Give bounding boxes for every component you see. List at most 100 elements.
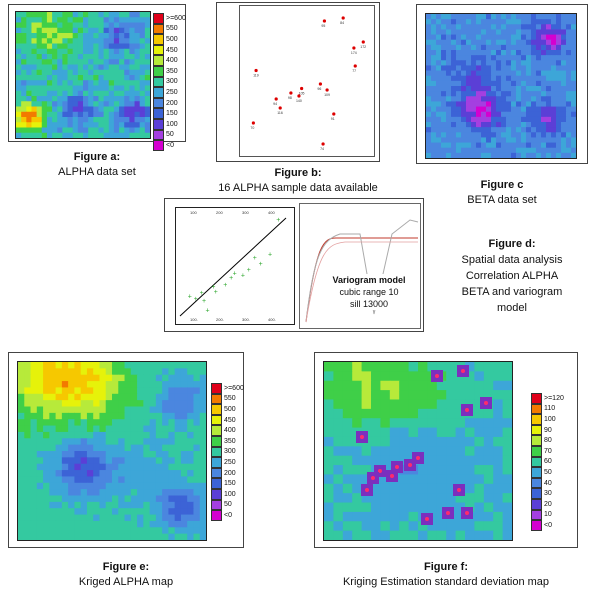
map-cell [491,65,497,72]
map-cell [18,444,25,452]
map-cell [446,137,452,144]
map-cell [493,399,504,410]
map-cell [502,530,512,540]
map-cell [98,96,105,102]
map-cell [556,116,562,123]
map-cell [36,438,44,446]
map-cell [46,122,53,128]
map-cell [541,60,547,66]
figure-e-map [17,361,207,541]
map-cell [180,431,188,439]
map-cell [108,69,115,76]
map-cell [418,408,428,419]
map-cell [129,96,136,102]
map-cell [431,75,437,82]
map-cell [72,48,79,55]
map-cell [561,101,567,108]
map-cell [99,533,107,540]
map-cell [431,132,437,138]
map-cell [456,55,462,61]
map-cell [361,408,372,419]
map-cell [124,96,130,102]
map-cell [521,70,527,77]
map-cell [180,489,188,496]
map-cell [74,393,82,401]
map-cell [521,106,527,113]
map-cell [551,152,557,158]
map-cell [471,127,477,133]
map-cell [516,86,522,92]
map-cell [481,50,487,56]
map-cell [93,444,100,452]
map-cell [168,419,176,427]
map-cell [531,111,537,118]
map-cell [93,22,99,29]
map-cell [68,444,75,452]
map-cell [471,91,477,97]
map-cell [399,436,410,447]
map-cell [174,425,182,433]
map-cell [86,457,94,465]
map-cell [541,50,547,56]
map-cell [24,362,32,369]
map-cell [436,455,447,466]
map-cell [105,457,113,465]
map-cell [474,436,485,447]
map-cell [502,483,512,494]
map-cell [112,508,119,516]
map-cell [74,425,82,433]
map-cell [124,451,132,458]
map-cell [536,152,542,158]
map-cell [556,101,562,108]
map-cell [521,147,527,154]
map-cell [155,476,163,484]
map-cell [431,96,437,102]
map-cell [446,55,452,61]
map-cell [546,29,552,36]
map-cell [426,137,432,144]
map-cell [456,147,462,154]
figure-c-map [425,13,577,159]
map-cell [30,393,38,401]
map-cell [86,489,94,496]
map-cell [187,482,194,490]
map-cell [436,127,442,133]
map-cell [43,444,50,452]
map-cell [67,22,74,29]
map-cell [399,530,410,540]
map-cell [436,116,442,123]
map-cell [68,476,75,484]
map-cell [561,116,567,123]
map-cell [41,117,48,123]
map-cell [103,27,110,34]
legend-label: <0 [224,511,232,519]
map-cell [426,60,432,66]
map-cell [139,101,146,107]
kriged-legend-row: 250 [211,457,244,468]
map-cell [86,508,94,516]
map-cell [174,387,182,395]
map-cell [566,132,572,138]
map-cell [98,12,105,18]
map-cell [124,387,132,395]
map-cell [112,470,119,477]
map-cell [491,50,497,56]
map-cell [61,501,69,509]
map-cell [199,463,206,471]
map-cell [31,117,38,123]
map-cell [112,374,119,382]
map-cell [103,127,110,134]
map-cell [371,483,381,494]
map-cell [41,96,48,102]
map-cell [62,69,69,76]
map-cell [199,482,206,490]
map-cell [546,96,552,102]
map-cell [49,419,57,427]
map-cell [571,127,576,133]
map-cell [361,511,372,522]
map-cell [324,399,334,410]
map-cell [556,147,562,154]
map-cell [99,457,107,465]
map-cell [511,127,517,133]
map-cell [103,48,110,55]
